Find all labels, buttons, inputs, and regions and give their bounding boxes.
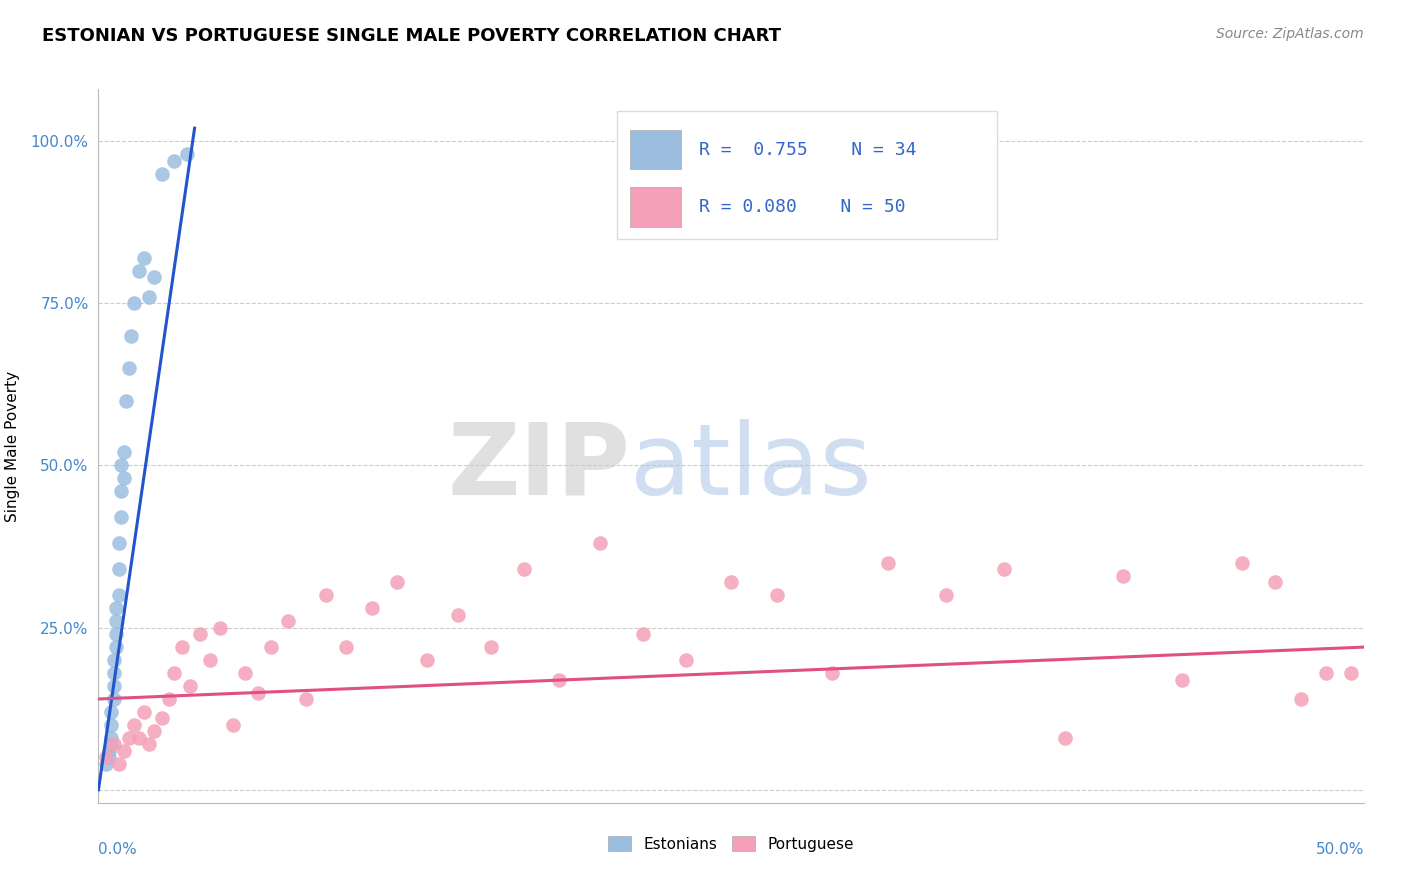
Point bbox=[150, 711, 173, 725]
Point bbox=[1112, 568, 1135, 582]
Point bbox=[132, 705, 155, 719]
Point bbox=[295, 692, 318, 706]
Point bbox=[150, 167, 173, 181]
Point bbox=[100, 731, 122, 745]
Point bbox=[138, 290, 160, 304]
Legend: Estonians, Portuguese: Estonians, Portuguese bbox=[600, 828, 862, 859]
Point bbox=[1340, 666, 1362, 681]
Point bbox=[107, 756, 129, 771]
Point bbox=[103, 666, 125, 681]
Point bbox=[122, 296, 145, 310]
Point bbox=[675, 653, 697, 667]
Point bbox=[94, 756, 117, 771]
Point bbox=[128, 264, 150, 278]
Point bbox=[208, 621, 231, 635]
Point bbox=[107, 562, 129, 576]
Point bbox=[107, 536, 129, 550]
Point bbox=[157, 692, 180, 706]
Point bbox=[315, 588, 337, 602]
Point bbox=[103, 679, 125, 693]
Point bbox=[479, 640, 502, 654]
Point bbox=[100, 705, 122, 719]
Point bbox=[512, 562, 534, 576]
Text: 50.0%: 50.0% bbox=[1316, 842, 1364, 857]
Point bbox=[97, 750, 120, 764]
Point bbox=[1315, 666, 1337, 681]
Point bbox=[163, 153, 186, 168]
Point bbox=[259, 640, 281, 654]
Point bbox=[588, 536, 610, 550]
Text: atlas: atlas bbox=[630, 419, 872, 516]
Point bbox=[100, 738, 122, 752]
Point bbox=[112, 744, 135, 758]
Point bbox=[993, 562, 1015, 576]
Point bbox=[198, 653, 221, 667]
FancyBboxPatch shape bbox=[617, 111, 997, 239]
FancyBboxPatch shape bbox=[630, 130, 681, 169]
Point bbox=[221, 718, 243, 732]
Point bbox=[97, 744, 120, 758]
Point bbox=[821, 666, 844, 681]
Point bbox=[1054, 731, 1077, 745]
Point bbox=[128, 731, 150, 745]
Point bbox=[100, 718, 122, 732]
Point bbox=[416, 653, 439, 667]
Point bbox=[176, 147, 198, 161]
Point bbox=[103, 692, 125, 706]
Point bbox=[110, 458, 132, 473]
Point bbox=[360, 601, 382, 615]
Point bbox=[118, 361, 141, 376]
Point bbox=[877, 556, 900, 570]
Point bbox=[118, 731, 141, 745]
Point bbox=[1232, 556, 1254, 570]
Point bbox=[548, 673, 571, 687]
Point bbox=[115, 393, 138, 408]
Y-axis label: Single Male Poverty: Single Male Poverty bbox=[4, 370, 20, 522]
FancyBboxPatch shape bbox=[630, 187, 681, 227]
Point bbox=[631, 627, 654, 641]
Text: ESTONIAN VS PORTUGUESE SINGLE MALE POVERTY CORRELATION CHART: ESTONIAN VS PORTUGUESE SINGLE MALE POVER… bbox=[42, 27, 782, 45]
Point bbox=[385, 575, 408, 590]
Point bbox=[110, 510, 132, 524]
Point bbox=[103, 653, 125, 667]
Point bbox=[170, 640, 193, 654]
Text: R =  0.755    N = 34: R = 0.755 N = 34 bbox=[699, 141, 917, 159]
Point bbox=[107, 588, 129, 602]
Point bbox=[1170, 673, 1192, 687]
Point bbox=[112, 445, 135, 459]
Point bbox=[120, 328, 142, 343]
Point bbox=[94, 750, 117, 764]
Point bbox=[132, 251, 155, 265]
Text: ZIP: ZIP bbox=[447, 419, 630, 516]
Text: 0.0%: 0.0% bbox=[98, 842, 138, 857]
Point bbox=[246, 685, 269, 699]
Point bbox=[143, 270, 166, 285]
Point bbox=[105, 601, 128, 615]
Point bbox=[179, 679, 201, 693]
Point bbox=[110, 484, 132, 499]
Point bbox=[233, 666, 256, 681]
Point bbox=[335, 640, 357, 654]
Point bbox=[188, 627, 211, 641]
Point bbox=[138, 738, 160, 752]
Point bbox=[163, 666, 186, 681]
Point bbox=[1264, 575, 1286, 590]
Point bbox=[1289, 692, 1312, 706]
Point bbox=[765, 588, 787, 602]
Point bbox=[277, 614, 299, 628]
Text: R = 0.080    N = 50: R = 0.080 N = 50 bbox=[699, 198, 905, 216]
Point bbox=[143, 724, 166, 739]
Point bbox=[447, 607, 470, 622]
Text: Source: ZipAtlas.com: Source: ZipAtlas.com bbox=[1216, 27, 1364, 41]
Point bbox=[105, 614, 128, 628]
Point bbox=[122, 718, 145, 732]
Point bbox=[720, 575, 742, 590]
Point bbox=[112, 471, 135, 485]
Point bbox=[103, 738, 125, 752]
Point bbox=[105, 627, 128, 641]
Point bbox=[105, 640, 128, 654]
Point bbox=[935, 588, 957, 602]
